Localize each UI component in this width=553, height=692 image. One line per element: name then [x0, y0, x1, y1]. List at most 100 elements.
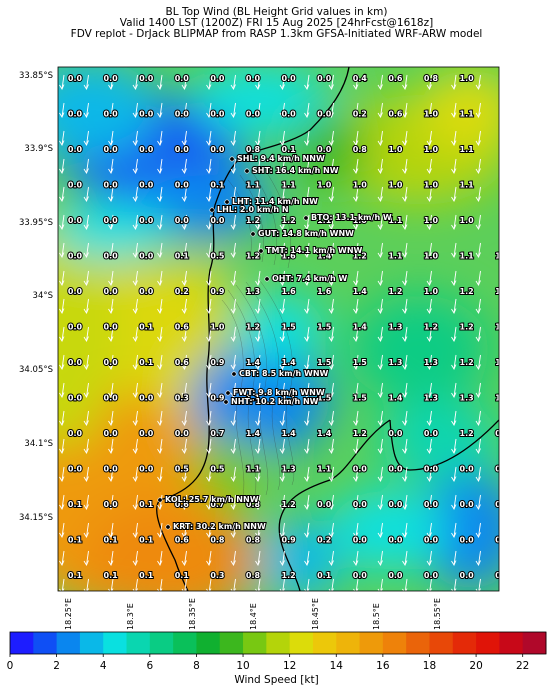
- grid-value: 0.1: [139, 536, 154, 545]
- wind-arrow: [132, 438, 138, 454]
- wind-arrow: [255, 522, 261, 538]
- wind-arrow: [108, 298, 114, 314]
- grid-value: 1.3: [424, 358, 438, 367]
- wind-arrow: [255, 270, 261, 286]
- grid-value: 0.0: [175, 110, 190, 119]
- wind-arrow: [279, 522, 285, 538]
- grid-value: 0.6: [175, 500, 190, 509]
- wind-arrow: [255, 214, 261, 230]
- station-marker: BTO: 13.1 km/h W: [303, 212, 393, 223]
- grid-value: 0.1: [282, 145, 297, 154]
- grid-value: 0.0: [495, 500, 510, 509]
- wind-arrow: [328, 214, 334, 230]
- wind-arrow: [328, 74, 334, 90]
- grid-value: 0.8: [246, 536, 261, 545]
- grid-value: 0.8: [246, 145, 261, 154]
- wind-arrow: [304, 550, 310, 566]
- wind-arrow: [206, 102, 212, 118]
- colorbar-segment: [359, 632, 384, 654]
- wind-arrow: [353, 214, 359, 230]
- wind-arrow: [402, 522, 408, 538]
- grid-value: 1.0: [424, 110, 439, 119]
- wind-arrow: [157, 158, 163, 174]
- grid-value: 0.0: [104, 323, 119, 332]
- grid-value: 0.1: [210, 181, 225, 190]
- wind-arrow: [108, 186, 114, 202]
- grid-value: 0.0: [68, 145, 83, 154]
- wind-arrow: [132, 130, 138, 146]
- grid-value: 0.0: [210, 145, 225, 154]
- grid-value: 0.0: [139, 110, 154, 119]
- wind-arrow: [59, 214, 65, 230]
- station-label: KRT: 30.2 km/h NNW: [173, 522, 266, 531]
- grid-value: 0.8: [353, 145, 368, 154]
- wind-arrow: [304, 410, 310, 426]
- wind-arrow: [206, 382, 212, 398]
- grid-value: 0.9: [282, 536, 297, 545]
- wind-arrow: [353, 102, 359, 118]
- grid-value: 0.0: [104, 110, 119, 119]
- station-marker: OHT: 7.4 km/h W: [264, 273, 349, 284]
- colorbar-segment: [103, 632, 128, 654]
- wind-arrow: [402, 550, 408, 566]
- grid-value: 0.0: [139, 429, 154, 438]
- wind-arrow: [426, 74, 432, 90]
- grid-value: 1.4: [246, 358, 261, 367]
- wind-arrow: [475, 354, 481, 370]
- wind-arrow: [377, 130, 383, 146]
- wind-arrow: [426, 270, 432, 286]
- wind-arrow: [501, 75, 506, 89]
- wind-arrow: [279, 382, 285, 398]
- wind-arrow: [501, 131, 506, 145]
- grid-value: 0.1: [104, 571, 119, 580]
- wind-arrow: [255, 326, 261, 342]
- grid-value: 0.0: [175, 216, 190, 225]
- wind-arrow: [279, 410, 285, 426]
- lat-label: 34.05°S: [19, 365, 53, 375]
- coastline: [156, 67, 499, 591]
- lat-label: 33.9°S: [24, 144, 53, 154]
- grid-value: 1.5: [317, 323, 332, 332]
- grid-value: 1.1: [282, 181, 297, 190]
- wind-arrow: [475, 326, 481, 342]
- wind-arrow: [451, 354, 457, 370]
- wind-arrow: [402, 298, 408, 314]
- wind-arrow: [108, 74, 114, 90]
- wind-arrow: [181, 74, 187, 90]
- grid-value: 0.1: [68, 536, 83, 545]
- wind-speed-field: [58, 67, 499, 591]
- wind-arrow: [328, 522, 334, 538]
- wind-arrow: [426, 410, 432, 426]
- grid-value: 0.0: [175, 74, 190, 83]
- wind-arrow: [426, 242, 432, 258]
- wind-arrow: [181, 214, 187, 230]
- wind-arrow: [501, 271, 506, 285]
- wind-arrow: [230, 214, 236, 230]
- wind-arrow: [206, 522, 212, 538]
- grid-value: 0.0: [68, 465, 83, 474]
- wind-arrow: [377, 326, 383, 342]
- wind-arrow: [206, 214, 212, 230]
- header-model: FDV replot - DrJack BLIPMAP from RASP 1.…: [70, 28, 483, 40]
- bl-height-grid-values: 0.0 0.0 0.0 0.0 0.0 0.0 0.0 0.0 0.4 0.6 0.8 1.0 0.0 0…: [67, 73, 510, 581]
- wind-arrow: [206, 74, 212, 90]
- wind-arrow: [304, 242, 310, 258]
- wind-arrow: [451, 74, 457, 90]
- station-label: CBT: 8.5 km/h WNW: [239, 369, 329, 378]
- wind-arrow: [328, 158, 334, 174]
- wind-arrow: [255, 494, 261, 510]
- wind-arrow: [83, 410, 89, 426]
- wind-arrow: [108, 410, 114, 426]
- wind-arrow: [328, 270, 334, 286]
- wind-arrow: [304, 522, 310, 538]
- wind-arrow: [59, 438, 65, 454]
- colorbar-segment: [499, 632, 524, 654]
- wind-arrow: [451, 270, 457, 286]
- wind-arrow: [83, 550, 89, 566]
- wind-arrow: [501, 355, 506, 369]
- wind-arrow: [83, 326, 89, 342]
- wind-arrow: [377, 270, 383, 286]
- wind-arrow: [304, 102, 310, 118]
- grid-value: 0.0: [282, 74, 297, 83]
- colorbar-segment: [429, 632, 454, 654]
